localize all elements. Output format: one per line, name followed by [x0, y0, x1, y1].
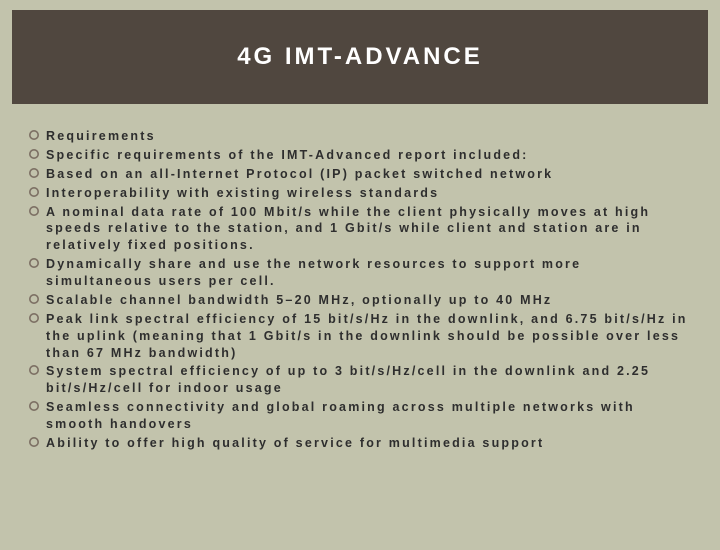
circle-bullet-icon: [28, 257, 40, 269]
bullet-text: Seamless connectivity and global roaming…: [46, 399, 692, 433]
bullet-text: A nominal data rate of 100 Mbit/s while …: [46, 204, 692, 255]
bullet-text: Interoperability with existing wireless …: [46, 185, 439, 202]
circle-bullet-icon: [28, 148, 40, 160]
bullet-item: Ability to offer high quality of service…: [28, 435, 692, 452]
bullet-item: Seamless connectivity and global roaming…: [28, 399, 692, 433]
slide-title: 4G IMT-ADVANCE: [237, 43, 483, 71]
bullet-item: Peak link spectral efficiency of 15 bit/…: [28, 311, 692, 362]
circle-bullet-icon: [28, 205, 40, 217]
bullet-item: Requirements: [28, 128, 692, 145]
circle-bullet-icon: [28, 364, 40, 376]
circle-bullet-icon: [28, 167, 40, 179]
circle-bullet-icon: [28, 436, 40, 448]
bullet-text: System spectral efficiency of up to 3 bi…: [46, 363, 692, 397]
header-bar: 4G IMT-ADVANCE: [12, 10, 708, 104]
circle-bullet-icon: [28, 129, 40, 141]
bullet-text: Based on an all-Internet Protocol (IP) p…: [46, 166, 553, 183]
content-area: Requirements Specific requirements of the…: [0, 104, 720, 452]
circle-bullet-icon: [28, 293, 40, 305]
bullet-text: Specific requirements of the IMT-Advance…: [46, 147, 529, 164]
bullet-item: Interoperability with existing wireless …: [28, 185, 692, 202]
bullet-text: Requirements: [46, 128, 156, 145]
bullet-item: System spectral efficiency of up to 3 bi…: [28, 363, 692, 397]
bullet-item: Based on an all-Internet Protocol (IP) p…: [28, 166, 692, 183]
bullet-item: Dynamically share and use the network re…: [28, 256, 692, 290]
bullet-text: Peak link spectral efficiency of 15 bit/…: [46, 311, 692, 362]
circle-bullet-icon: [28, 186, 40, 198]
bullet-item: Specific requirements of the IMT-Advance…: [28, 147, 692, 164]
bullet-item: A nominal data rate of 100 Mbit/s while …: [28, 204, 692, 255]
circle-bullet-icon: [28, 312, 40, 324]
bullet-text: Scalable channel bandwidth 5–20 MHz, opt…: [46, 292, 552, 309]
bullet-text: Dynamically share and use the network re…: [46, 256, 692, 290]
bullet-text: Ability to offer high quality of service…: [46, 435, 544, 452]
bullet-list: Requirements Specific requirements of the…: [28, 128, 692, 452]
circle-bullet-icon: [28, 400, 40, 412]
bullet-item: Scalable channel bandwidth 5–20 MHz, opt…: [28, 292, 692, 309]
